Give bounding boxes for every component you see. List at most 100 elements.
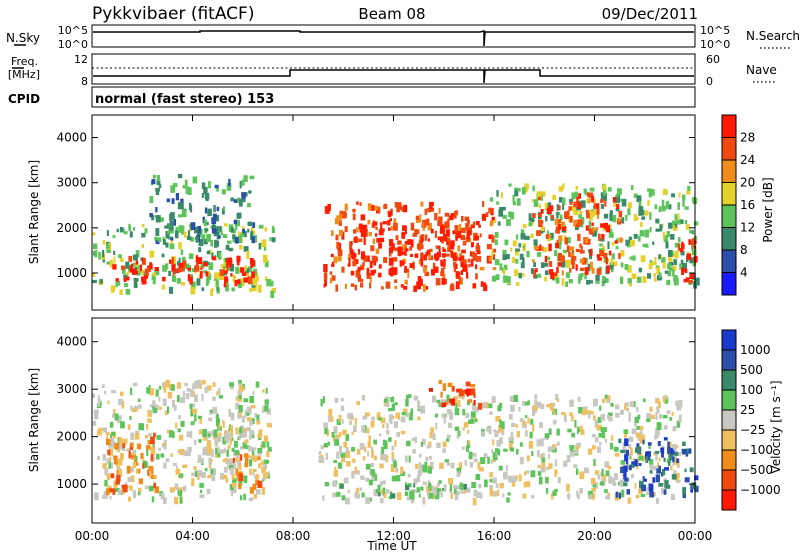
heatmap-cell <box>231 431 234 439</box>
heatmap-region <box>489 183 700 289</box>
heatmap-cell <box>231 287 235 292</box>
heatmap-cell <box>497 221 501 226</box>
heatmap-cell <box>546 403 551 408</box>
heatmap-cell <box>180 397 185 404</box>
heatmap-cell <box>123 438 128 444</box>
heatmap-cell <box>680 250 685 256</box>
heatmap-cell <box>327 441 330 447</box>
heatmap-cell <box>272 225 275 231</box>
heatmap-cell <box>631 461 635 468</box>
heatmap-cell <box>211 224 217 229</box>
heatmap-cell <box>516 198 521 206</box>
heatmap-cell <box>178 242 182 250</box>
heatmap-cell <box>252 455 258 462</box>
heatmap-cell <box>141 224 145 228</box>
heatmap-cell <box>578 193 581 199</box>
heatmap-cell <box>447 382 453 388</box>
heatmap-cell <box>412 489 417 493</box>
heatmap-cell <box>620 198 623 202</box>
heatmap-cell <box>102 239 106 245</box>
heatmap-cell <box>404 491 409 496</box>
heatmap-cell <box>673 259 677 265</box>
heatmap-cell <box>398 246 401 252</box>
heatmap-cell <box>439 462 444 470</box>
heatmap-cell <box>124 482 128 487</box>
heatmap-cell <box>419 235 422 241</box>
heatmap-cell <box>162 239 166 245</box>
heatmap-cell <box>481 431 485 437</box>
heatmap-cell <box>169 243 175 250</box>
colorbar-tick-label: −500 <box>740 463 773 477</box>
heatmap-cell <box>644 243 649 248</box>
heatmap-cell <box>344 226 348 233</box>
heatmap-cell <box>110 285 115 293</box>
heatmap-cell <box>686 253 692 260</box>
heatmap-cell <box>558 235 563 242</box>
heatmap-cell <box>534 268 538 273</box>
heatmap-cell <box>664 270 669 274</box>
heatmap-cell <box>408 412 413 421</box>
heatmap-cell <box>563 460 568 467</box>
heatmap-cell <box>443 261 446 269</box>
heatmap-cell <box>604 222 608 230</box>
heatmap-cell <box>589 187 595 192</box>
heatmap-cell <box>219 449 225 454</box>
heatmap-cell <box>189 274 193 280</box>
heatmap-cell <box>482 201 485 207</box>
heatmap-cell <box>584 267 589 275</box>
heatmap-cell <box>407 270 410 278</box>
heatmap-cell <box>647 200 650 206</box>
heatmap-cell <box>579 488 583 494</box>
heatmap-cell <box>162 398 167 407</box>
heatmap-cell <box>344 477 349 484</box>
heatmap-cell <box>521 229 525 234</box>
heatmap-cell <box>655 265 660 269</box>
heatmap-cell <box>197 470 200 475</box>
heatmap-cell <box>233 199 239 203</box>
heatmap-cell <box>602 245 606 254</box>
heatmap-cell <box>172 400 176 408</box>
nsearch-tick-high: 10^5 <box>700 24 730 37</box>
heatmap-cell <box>691 249 697 256</box>
heatmap-cell <box>122 484 128 493</box>
heatmap-cell <box>331 263 335 267</box>
heatmap-cell <box>659 224 663 232</box>
heatmap-cell <box>518 243 522 248</box>
heatmap-cell <box>360 264 365 271</box>
heatmap-cell <box>593 459 596 467</box>
heatmap-cell <box>678 237 681 243</box>
heatmap-cell <box>665 201 670 209</box>
heatmap-cell <box>188 253 194 260</box>
heatmap-cell <box>219 273 225 280</box>
heatmap-cell <box>234 440 238 448</box>
heatmap-cell <box>219 225 222 232</box>
heatmap-cell <box>573 201 578 208</box>
heatmap-cell <box>503 268 506 275</box>
heatmap-cell <box>575 186 578 190</box>
heatmap-cell <box>655 450 660 454</box>
heatmap-cell <box>475 245 481 252</box>
heatmap-cell <box>360 230 366 238</box>
heatmap-cell <box>169 383 173 391</box>
heatmap-cell <box>482 282 487 286</box>
heatmap-cell <box>417 276 422 283</box>
heatmap-cell <box>134 433 140 440</box>
heatmap-cell <box>131 268 137 275</box>
heatmap-cell <box>388 437 392 442</box>
heatmap-cell <box>169 222 173 227</box>
heatmap-cell <box>184 231 187 238</box>
heatmap-cell <box>388 227 391 231</box>
heatmap-cell <box>214 436 219 444</box>
heatmap-cell <box>471 482 477 489</box>
heatmap-cell <box>244 230 247 238</box>
heatmap-cell <box>246 427 252 432</box>
heatmap-cell <box>473 399 476 406</box>
heatmap-cell <box>606 398 609 402</box>
heatmap-cell <box>586 280 590 285</box>
heatmap-cell <box>600 204 604 209</box>
heatmap-cell <box>501 428 505 436</box>
heatmap-cell <box>120 391 124 396</box>
heatmap-cell <box>238 483 242 490</box>
heatmap-cell <box>694 475 699 481</box>
heatmap-cell <box>222 234 228 238</box>
